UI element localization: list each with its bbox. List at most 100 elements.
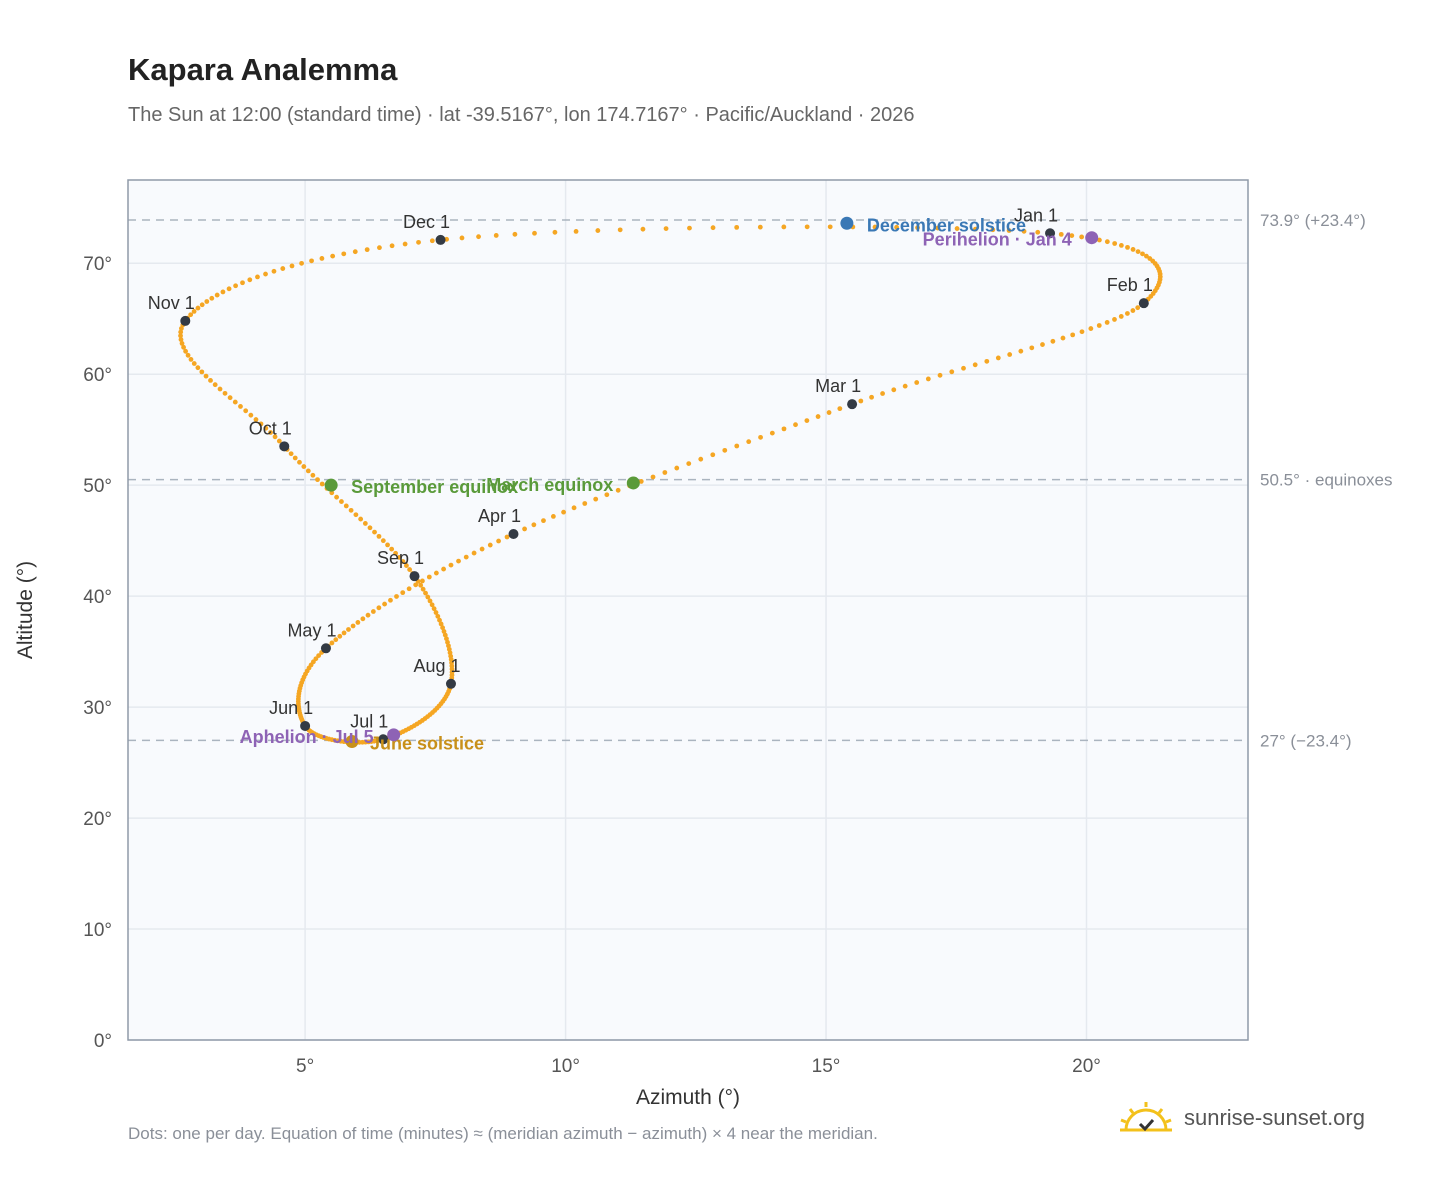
x-tick-label: 20° bbox=[1072, 1056, 1101, 1077]
daily-sun-dot bbox=[253, 417, 259, 422]
daily-sun-dot bbox=[181, 344, 186, 350]
daily-sun-dot bbox=[593, 496, 599, 502]
daily-sun-dot bbox=[377, 245, 382, 251]
daily-sun-dot bbox=[710, 225, 716, 231]
daily-sun-dot bbox=[1079, 329, 1085, 335]
daily-sun-dot bbox=[402, 241, 408, 247]
month-label: Dec 1 bbox=[403, 212, 450, 232]
daily-sun-dot bbox=[615, 487, 621, 493]
daily-sun-dot bbox=[429, 238, 435, 244]
daily-sun-dot bbox=[1125, 311, 1130, 316]
event-marker bbox=[840, 216, 854, 230]
daily-sun-dot bbox=[232, 399, 238, 405]
daily-sun-dot bbox=[372, 529, 377, 535]
brand[interactable]: sunrise-sunset.org bbox=[1118, 1100, 1365, 1136]
event-label: June solstice bbox=[370, 733, 484, 753]
footnote: Dots: one per day. Equation of time (min… bbox=[128, 1124, 878, 1143]
daily-sun-dot bbox=[650, 474, 656, 480]
daily-sun-dot bbox=[541, 518, 546, 524]
daily-sun-dot bbox=[276, 438, 282, 444]
daily-sun-dot bbox=[949, 369, 955, 375]
daily-sun-dot bbox=[209, 295, 215, 301]
daily-sun-dot bbox=[937, 372, 943, 378]
daily-sun-dot bbox=[393, 550, 398, 556]
daily-sun-dot bbox=[961, 365, 966, 371]
month-marker bbox=[180, 315, 191, 326]
daily-sun-dot bbox=[640, 226, 646, 232]
daily-sun-dot bbox=[687, 225, 692, 231]
daily-sun-dot bbox=[1060, 335, 1066, 341]
daily-sun-dot bbox=[272, 434, 278, 440]
daily-sun-dot bbox=[973, 226, 978, 232]
daily-sun-dot bbox=[178, 337, 184, 342]
daily-sun-dot bbox=[869, 394, 874, 400]
daily-sun-dot bbox=[663, 226, 669, 232]
month-marker bbox=[300, 720, 311, 731]
daily-sun-dot bbox=[487, 542, 493, 548]
daily-sun-dot bbox=[423, 590, 428, 596]
y-tick-label: 10° bbox=[83, 920, 112, 941]
daily-sun-dot bbox=[226, 286, 232, 292]
daily-sun-dot bbox=[1104, 320, 1110, 325]
reference-line-label: 73.9° (+23.4°) bbox=[1260, 211, 1366, 230]
daily-sun-dot bbox=[263, 271, 268, 277]
daily-sun-dot bbox=[757, 224, 763, 230]
daily-sun-dot bbox=[582, 501, 588, 506]
daily-sun-dot bbox=[935, 225, 941, 231]
daily-sun-dot bbox=[413, 582, 419, 588]
daily-sun-dot bbox=[179, 341, 185, 346]
daily-sun-dot bbox=[389, 546, 395, 552]
month-label: May 1 bbox=[287, 620, 336, 640]
daily-sun-dot bbox=[891, 387, 897, 393]
month-label: Jan 1 bbox=[1014, 205, 1058, 225]
daily-sun-dot bbox=[561, 509, 566, 515]
daily-sun-dot bbox=[329, 640, 335, 646]
daily-sun-dot bbox=[367, 525, 373, 531]
month-marker bbox=[508, 528, 519, 539]
daily-sun-dot bbox=[330, 253, 336, 259]
daily-sun-dot bbox=[199, 302, 205, 308]
daily-sun-dot bbox=[990, 227, 996, 233]
daily-sun-dot bbox=[420, 586, 426, 592]
daily-sun-dot bbox=[360, 616, 366, 622]
daily-sun-dot bbox=[638, 479, 644, 484]
daily-sun-dot bbox=[456, 558, 461, 564]
x-tick-label: 10° bbox=[551, 1056, 580, 1077]
daily-sun-dot bbox=[203, 373, 209, 379]
daily-sun-dot bbox=[255, 274, 260, 280]
daily-sun-dot bbox=[316, 653, 322, 659]
event-marker bbox=[1085, 231, 1099, 245]
daily-sun-dot bbox=[1018, 348, 1024, 354]
daily-sun-dot bbox=[222, 390, 228, 396]
daily-sun-dot bbox=[440, 625, 446, 631]
daily-sun-dot bbox=[1088, 326, 1094, 331]
daily-sun-dot bbox=[370, 609, 376, 614]
event-marker bbox=[345, 734, 359, 748]
daily-sun-dot bbox=[1079, 234, 1085, 240]
daily-sun-dot bbox=[292, 455, 298, 461]
daily-sun-dot bbox=[595, 228, 601, 233]
y-tick-label: 0° bbox=[94, 1031, 112, 1052]
y-axis-title: Altitude (°) bbox=[14, 561, 37, 659]
daily-sun-dot bbox=[339, 499, 344, 504]
daily-sun-dot bbox=[995, 355, 1001, 361]
daily-sun-dot bbox=[204, 299, 210, 304]
event-label: September equinox bbox=[351, 477, 518, 497]
daily-sun-dot bbox=[1029, 345, 1035, 351]
daily-sun-dot bbox=[319, 256, 325, 261]
month-marker bbox=[1045, 228, 1056, 239]
daily-sun-dot bbox=[463, 554, 469, 560]
daily-sun-dot bbox=[1112, 317, 1117, 322]
daily-sun-dot bbox=[827, 224, 833, 230]
daily-sun-dot bbox=[1097, 237, 1102, 243]
daily-sun-dot bbox=[429, 602, 435, 608]
daily-sun-dot bbox=[531, 522, 537, 528]
daily-sun-dot bbox=[1125, 244, 1130, 250]
daily-sun-dot bbox=[925, 376, 931, 382]
daily-sun-dot bbox=[212, 382, 218, 388]
daily-sun-dot bbox=[781, 426, 787, 432]
daily-sun-dot bbox=[459, 235, 465, 241]
daily-sun-dot bbox=[1135, 305, 1141, 311]
daily-sun-dot bbox=[388, 597, 393, 603]
